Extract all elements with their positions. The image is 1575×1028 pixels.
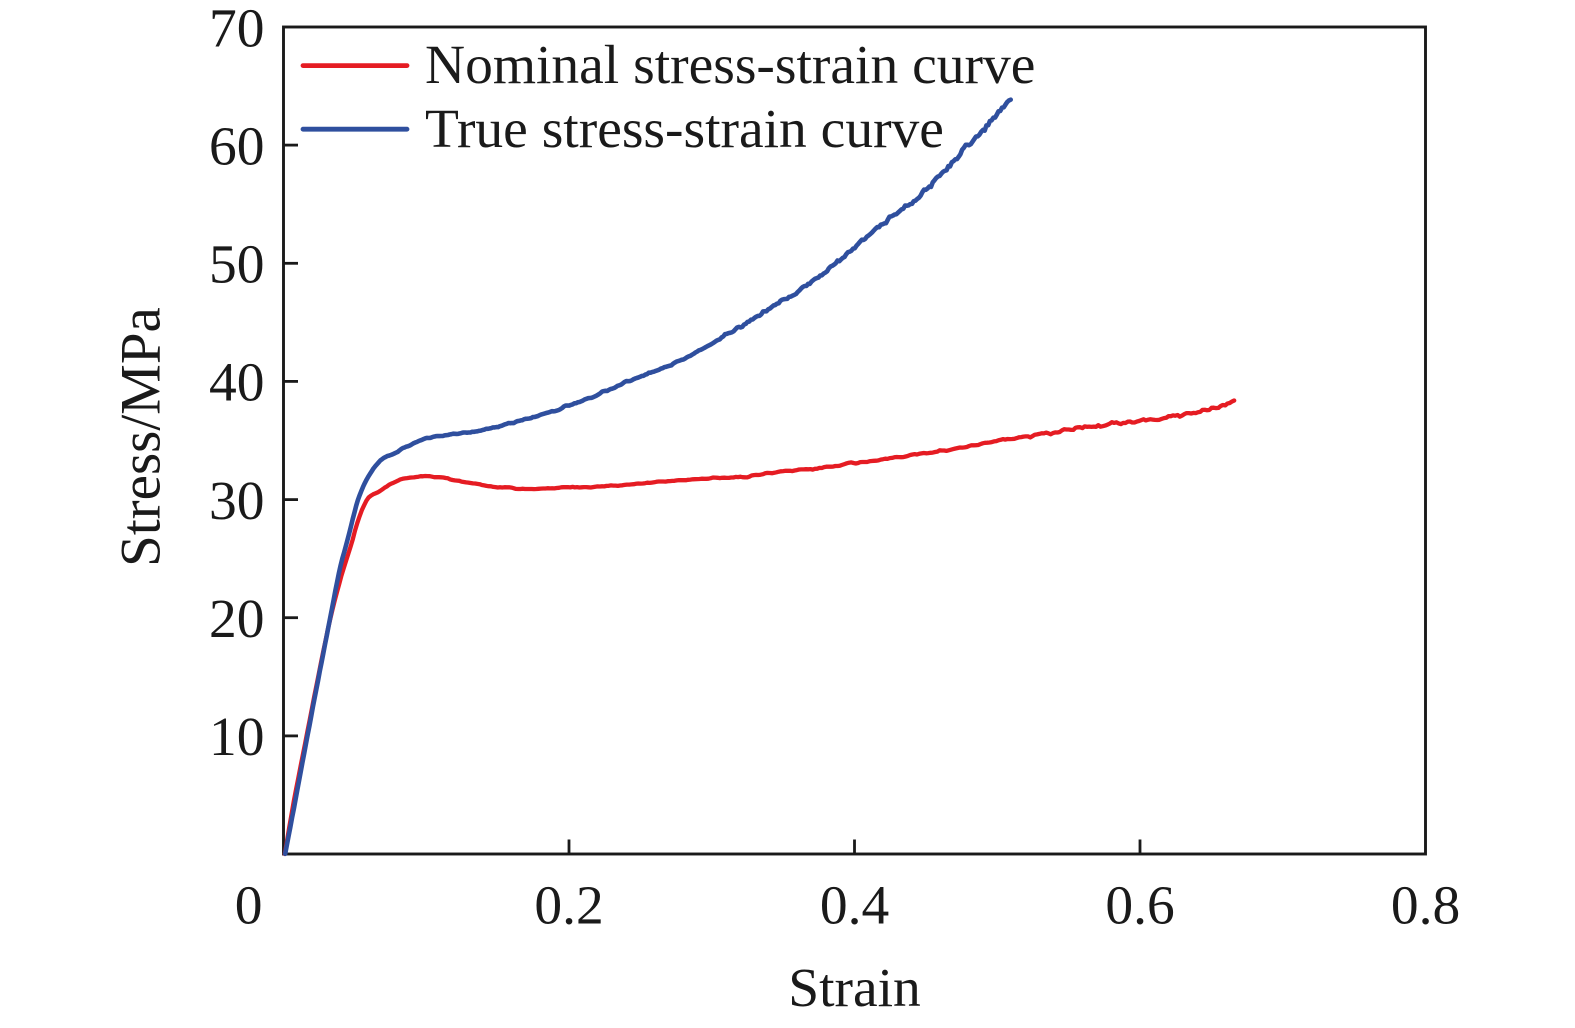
svg-text:Nominal stress-strain curve: Nominal stress-strain curve xyxy=(425,35,1035,96)
svg-text:Strain: Strain xyxy=(788,958,921,1019)
svg-text:0.4: 0.4 xyxy=(820,875,889,936)
svg-text:True stress-strain curve: True stress-strain curve xyxy=(425,99,944,160)
svg-text:0: 0 xyxy=(235,875,263,936)
svg-text:60: 60 xyxy=(209,117,265,178)
svg-text:70: 70 xyxy=(209,0,265,59)
svg-text:50: 50 xyxy=(209,235,265,296)
svg-text:10: 10 xyxy=(209,707,265,768)
svg-text:20: 20 xyxy=(209,589,265,650)
svg-text:0.8: 0.8 xyxy=(1391,875,1460,936)
svg-text:0.2: 0.2 xyxy=(534,875,603,936)
svg-text:30: 30 xyxy=(209,471,265,532)
svg-text:40: 40 xyxy=(209,353,265,414)
svg-text:0.6: 0.6 xyxy=(1105,875,1174,936)
svg-text:Stress/MPa: Stress/MPa xyxy=(110,307,173,567)
